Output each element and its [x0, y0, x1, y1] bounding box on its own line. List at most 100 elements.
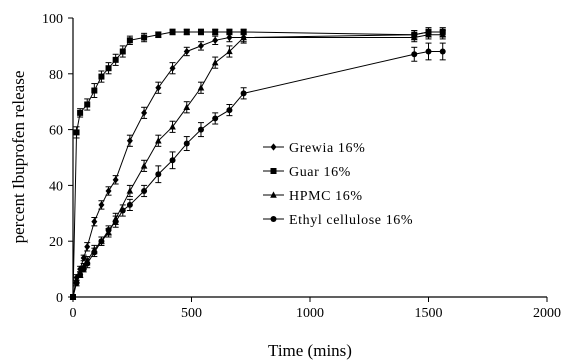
- data-point: [112, 176, 119, 184]
- data-point: [80, 266, 87, 273]
- x-tick-label: 1500: [415, 306, 443, 321]
- data-point: [84, 243, 91, 251]
- data-point: [98, 73, 105, 80]
- data-point: [226, 47, 233, 55]
- series-line: [72, 31, 443, 298]
- legend-item: Ethyl cellulose 16%: [263, 213, 413, 228]
- data-point: [169, 157, 176, 164]
- data-point: [212, 28, 219, 35]
- data-point: [91, 87, 98, 94]
- data-point: [425, 31, 432, 38]
- data-point: [169, 64, 176, 72]
- x-tick-label: 0: [70, 306, 77, 321]
- data-point: [197, 126, 204, 133]
- data-point: [112, 56, 119, 63]
- data-point: [141, 109, 148, 117]
- data-point: [126, 37, 133, 44]
- data-point: [126, 137, 133, 145]
- data-point: [197, 84, 205, 91]
- data-point: [169, 28, 176, 35]
- x-axis-ticks: 0 500 1000 1500 2000: [70, 297, 561, 321]
- data-point: [211, 59, 219, 66]
- legend: Grewia 16% Guar 16% HPMC 16% Ethyl cellulos…: [263, 141, 413, 228]
- series-line: [72, 50, 443, 298]
- data-point: [212, 36, 219, 44]
- data-point: [197, 28, 204, 35]
- data-point: [183, 140, 190, 147]
- x-tick-label: 1000: [296, 306, 324, 321]
- data-point: [84, 260, 91, 267]
- data-point: [212, 115, 219, 122]
- data-point: [183, 28, 190, 35]
- data-point: [411, 51, 418, 58]
- data-point: [425, 48, 432, 55]
- data-point: [155, 137, 162, 144]
- data-point: [77, 271, 84, 278]
- legend-marker: [270, 168, 277, 174]
- y-axis-ticks: 0 20 40 60 80 100: [42, 12, 73, 306]
- data-point: [155, 84, 162, 92]
- data-point: [73, 280, 80, 287]
- y-tick-label: 0: [56, 291, 63, 306]
- data-point: [140, 162, 148, 169]
- data-point: [169, 123, 176, 130]
- data-point: [119, 48, 126, 55]
- data-point: [105, 187, 112, 195]
- data-point: [91, 218, 98, 226]
- data-point: [105, 65, 112, 72]
- y-tick-label: 100: [42, 12, 63, 27]
- data-point: [112, 218, 119, 225]
- y-axis-title: percent Ibuprofen release: [9, 71, 28, 244]
- data-point: [77, 265, 84, 273]
- legend-label: HPMC 16%: [289, 189, 363, 204]
- data-point: [126, 201, 133, 208]
- legend-marker: [270, 143, 277, 151]
- series-line: [72, 34, 443, 298]
- data-point: [73, 129, 80, 136]
- legend-label: Ethyl cellulose 16%: [289, 213, 413, 228]
- data-point: [98, 238, 105, 245]
- data-point: [197, 42, 204, 50]
- series-line: [72, 31, 443, 298]
- legend-marker: [270, 191, 277, 198]
- data-point: [119, 207, 126, 214]
- data-point: [126, 187, 134, 194]
- y-tick-label: 20: [49, 235, 63, 250]
- data-point: [141, 34, 148, 41]
- data-point: [410, 33, 418, 41]
- data-point: [77, 109, 84, 116]
- x-axis-title: Time (mins): [268, 341, 352, 360]
- legend-item: Grewia 16%: [263, 141, 365, 156]
- data-point: [439, 48, 446, 55]
- legend-marker: [270, 216, 277, 222]
- data-point: [226, 33, 233, 42]
- series-triangle: [69, 30, 447, 300]
- data-point: [98, 201, 105, 209]
- series-square: [70, 27, 446, 300]
- data-point: [155, 171, 162, 178]
- series-layer: [69, 27, 447, 301]
- data-point: [141, 187, 148, 194]
- x-tick-label: 500: [181, 306, 202, 321]
- data-point: [91, 249, 98, 256]
- data-point: [183, 47, 190, 56]
- series-diamond: [70, 27, 446, 301]
- y-tick-label: 40: [49, 179, 63, 194]
- legend-item: HPMC 16%: [263, 189, 363, 204]
- legend-item: Guar 16%: [263, 165, 351, 180]
- x-tick-label: 2000: [533, 306, 561, 321]
- data-point: [105, 227, 112, 234]
- data-point: [155, 31, 162, 38]
- legend-label: Guar 16%: [289, 165, 351, 180]
- legend-label: Grewia 16%: [289, 141, 365, 156]
- data-point: [183, 103, 191, 110]
- data-point: [240, 90, 247, 97]
- data-point: [84, 101, 91, 108]
- y-tick-label: 60: [49, 124, 63, 139]
- series-circle: [70, 42, 446, 300]
- data-point: [439, 31, 447, 38]
- data-point: [70, 294, 76, 300]
- data-point: [226, 28, 233, 35]
- y-tick-label: 80: [49, 68, 63, 83]
